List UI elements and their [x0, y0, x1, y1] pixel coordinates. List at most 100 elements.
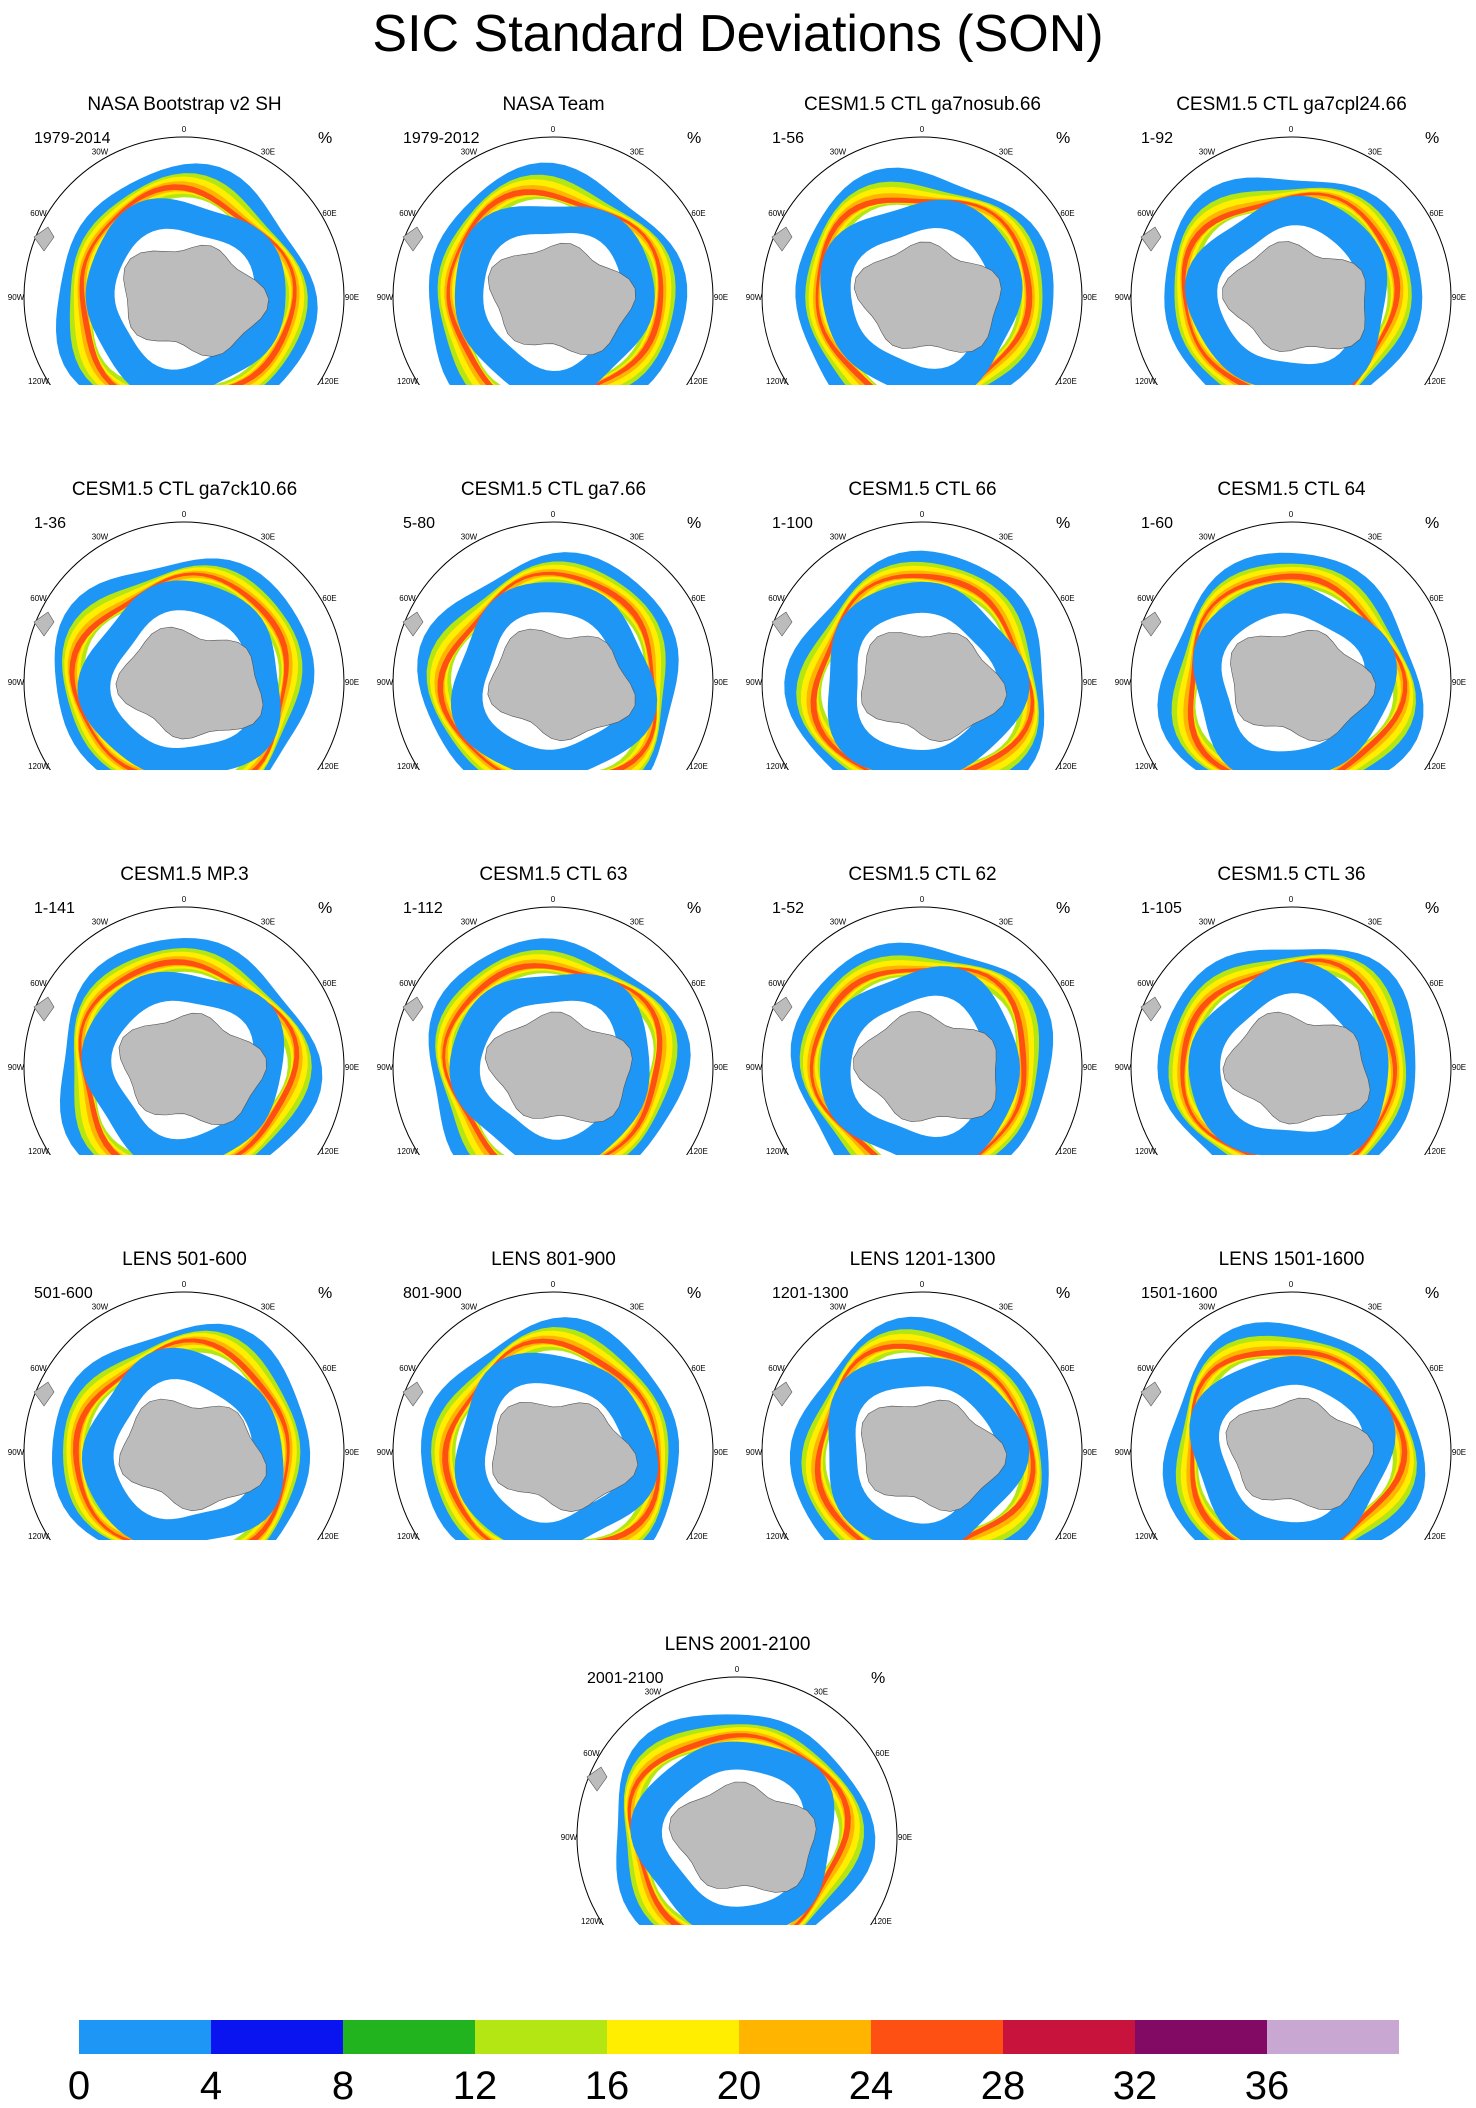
colorbar-swatch [79, 2020, 211, 2054]
longitude-label: 90W [377, 1448, 394, 1457]
ice-inner-band [1188, 962, 1389, 1155]
ice-band [1168, 954, 1407, 1155]
panel-units: % [1056, 515, 1071, 532]
longitude-label: 120E [320, 762, 339, 770]
ice-inner-band [630, 1741, 835, 1925]
panel-units: % [1056, 900, 1071, 917]
colorbar-swatch [607, 2020, 739, 2054]
longitude-label: 0 [1289, 895, 1294, 904]
south-america-land [402, 1381, 424, 1407]
longitude-label: 60E [1060, 1364, 1074, 1373]
panel-years: 801-900 [403, 1285, 462, 1302]
longitude-label: 60W [399, 594, 416, 603]
colorbar-tick-label: 28 [980, 2064, 1026, 2108]
polar-map: 030E60E90E120E150E180150W120W90W60W30W [377, 125, 728, 385]
south-america-land [402, 611, 424, 637]
longitude-label: 120E [1427, 1147, 1446, 1155]
colorbar-tick-label: 32 [1112, 2064, 1158, 2108]
polar-map: 030E60E90E120E150E180150W120W90W60W30W [8, 1280, 359, 1540]
map-panel: NASA Team1979-2012%030E60E90E120E150E180… [369, 0, 738, 385]
panel-units: % [318, 130, 333, 147]
longitude-label: 120W [1135, 1147, 1156, 1155]
longitude-label: 90E [345, 1063, 359, 1072]
longitude-label: 60W [30, 1364, 47, 1373]
longitude-label: 90W [561, 1833, 578, 1842]
longitude-label: 0 [551, 895, 556, 904]
longitude-label: 90E [1083, 1448, 1097, 1457]
longitude-label: 60E [691, 979, 705, 988]
longitude-label: 60W [1137, 1364, 1154, 1373]
ice-inner-band [820, 199, 1023, 385]
antarctica-land [487, 628, 636, 742]
panel-years: 2001-2100 [587, 1670, 664, 1687]
longitude-label: 30W [830, 918, 847, 927]
south-america-land [1140, 611, 1162, 637]
polar-map: 030E60E90E120E150E180150W120W90W60W30W [8, 125, 359, 385]
longitude-label: 60E [691, 209, 705, 218]
panel-years: 1-105 [1141, 900, 1182, 917]
longitude-label: 60W [399, 979, 416, 988]
longitude-label: 30E [999, 533, 1013, 542]
longitude-label: 60W [1137, 209, 1154, 218]
colorbar-tick-label: 0 [67, 2064, 91, 2108]
longitude-label: 30E [1368, 148, 1382, 157]
longitude-label: 120E [320, 377, 339, 385]
colorbar-swatch [1267, 2020, 1399, 2054]
ice-band [78, 959, 300, 1155]
longitude-label: 30E [1368, 918, 1382, 927]
longitude-label: 60E [1060, 209, 1074, 218]
south-america-land [771, 226, 793, 252]
longitude-label: 0 [551, 125, 556, 134]
panel-title: LENS 1201-1300 [849, 1249, 996, 1270]
longitude-label: 90W [8, 293, 25, 302]
longitude-label: 30W [92, 1303, 109, 1312]
longitude-label: 30W [461, 918, 478, 927]
longitude-label: 30E [630, 148, 644, 157]
longitude-label: 120E [689, 762, 708, 770]
longitude-label: 30W [830, 533, 847, 542]
antarctica-land [853, 241, 1002, 353]
longitude-label: 120E [689, 377, 708, 385]
antarctica-land [860, 632, 1008, 743]
map-panel: LENS 1201-13001201-1300%030E60E90E120E15… [738, 1155, 1107, 1540]
main-title: SIC Standard Deviations (SON) [372, 5, 1104, 63]
longitude-label: 90W [8, 678, 25, 687]
longitude-label: 90E [345, 678, 359, 687]
longitude-label: 120W [397, 1147, 418, 1155]
longitude-label: 90W [1115, 293, 1132, 302]
antarctica-land [118, 1398, 267, 1512]
longitude-label: 30W [92, 918, 109, 927]
longitude-label: 90W [746, 1448, 763, 1457]
ice-band [806, 570, 1035, 770]
panel-years: 1-52 [772, 900, 805, 917]
polar-map: 030E60E90E120E150E180150W120W90W60W30W [746, 125, 1097, 385]
antarctica-land [123, 244, 270, 357]
panel-title: NASA Bootstrap v2 SH [87, 94, 282, 115]
panel-years: 1-56 [772, 130, 805, 147]
longitude-label: 60E [1060, 979, 1074, 988]
longitude-label: 120E [1058, 1147, 1077, 1155]
longitude-label: 0 [920, 895, 925, 904]
colorbar-tick-label: 20 [716, 2064, 762, 2108]
longitude-label: 120E [689, 1147, 708, 1155]
longitude-label: 30E [999, 1303, 1013, 1312]
longitude-label: 0 [920, 125, 925, 134]
longitude-label: 30W [1199, 1303, 1216, 1312]
longitude-label: 90W [1115, 1063, 1132, 1072]
antarctica-land [491, 1402, 639, 1513]
longitude-label: 120W [397, 762, 418, 770]
longitude-label: 0 [182, 1280, 187, 1289]
longitude-label: 30W [461, 1303, 478, 1312]
south-america-land [33, 1381, 55, 1407]
map-panel: CESM1.5 CTL ga7ck10.66 1-36 0 30E 60E 90E 120E… [0, 385, 369, 770]
longitude-label: 60E [875, 1749, 889, 1758]
map-panel: CESM1.5 CTL 661-100%030E60E90E120E150E18… [738, 385, 1107, 770]
longitude-label: 90E [714, 678, 728, 687]
antarctica-land [115, 626, 264, 740]
longitude-label: 120W [1135, 377, 1156, 385]
south-america-land [1140, 1381, 1162, 1407]
map-panel: LENS 1501-16001501-1600%030E60E90E120E15… [1107, 1155, 1476, 1540]
map-panel: CESM1.5 CTL ga7.665-80%030E60E90E120E150… [369, 385, 738, 770]
longitude-label: 120E [1427, 377, 1446, 385]
south-america-land [402, 996, 424, 1022]
